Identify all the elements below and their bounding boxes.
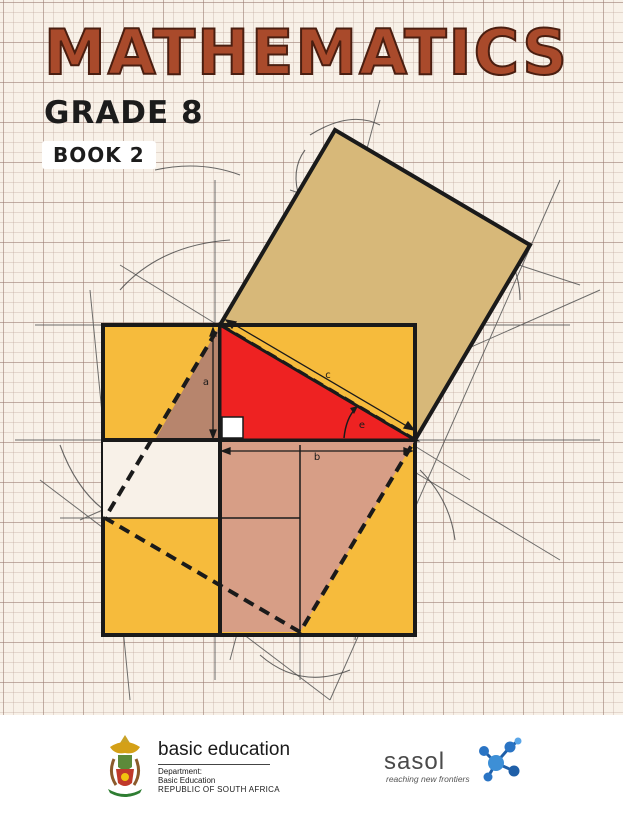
footer xyxy=(0,715,623,822)
molecule-icon xyxy=(479,737,522,782)
department-line3: REPUBLIC OF SOUTH AFRICA xyxy=(158,785,280,794)
pythagoras-diagram: a b c e xyxy=(15,99,601,701)
book-label: BOOK 2 xyxy=(42,141,156,169)
department-divider xyxy=(158,764,270,765)
department-line1: Department: xyxy=(158,767,203,776)
label-c: c xyxy=(325,370,331,381)
right-triangle xyxy=(218,322,421,442)
sponsor-name: sasol xyxy=(384,748,446,775)
right-angle-marker xyxy=(221,416,244,439)
label-b: b xyxy=(314,452,320,463)
sponsor-tagline: reaching new frontiers xyxy=(386,774,470,784)
angle-arc-head xyxy=(350,406,358,414)
inner-white-region xyxy=(103,440,220,518)
department-name: basic education xyxy=(158,739,291,760)
department-line2: Basic Education xyxy=(158,776,216,785)
coat-of-arms-icon xyxy=(108,735,142,797)
grade-label: GRADE 8 xyxy=(44,95,204,131)
inner-tilted-square xyxy=(220,440,415,632)
cover-title: MATHEMATICS xyxy=(43,16,569,89)
side-a-arrow xyxy=(209,326,217,440)
label-a: a xyxy=(203,377,209,388)
side-b-arrow xyxy=(220,447,414,455)
label-theta: e xyxy=(359,420,365,431)
hypotenuse-arrow xyxy=(224,319,416,431)
thin-divisions xyxy=(103,445,301,635)
